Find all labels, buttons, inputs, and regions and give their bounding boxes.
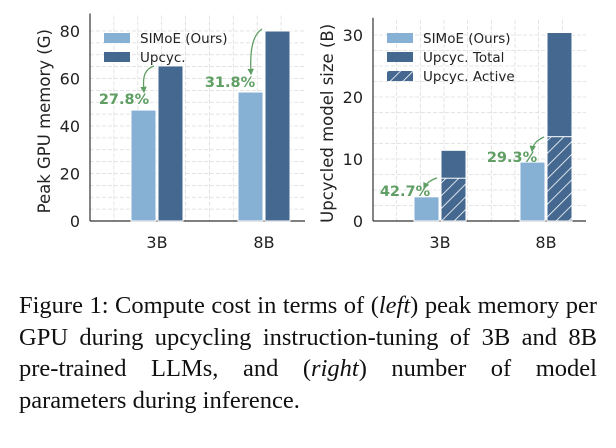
y-tick-label: 80 bbox=[60, 22, 80, 41]
chart-peak-memory: 0 20 40 60 80 Peak GPU memory (G) 3B 27.8% 8B 31.… bbox=[35, 13, 305, 252]
x-tick-label: 3B bbox=[146, 233, 167, 252]
legend-swatch bbox=[387, 71, 413, 81]
bar-upcyc-active bbox=[440, 177, 467, 222]
caption-text: ) number of model parameters during infe… bbox=[19, 355, 597, 414]
legend-label: Upcyc. Active bbox=[423, 69, 515, 85]
legend-swatch bbox=[387, 33, 413, 43]
reduction-arrow bbox=[247, 28, 263, 76]
reduction-arrow bbox=[529, 136, 545, 153]
chart-model-size: 0 10 20 30 Upcycled model size (B) 3B 42.7% 8B 2… bbox=[318, 17, 586, 252]
caption-left: left bbox=[378, 292, 411, 319]
y-tick-label: 0 bbox=[353, 212, 363, 231]
y-tick-label: 20 bbox=[60, 165, 80, 184]
reduction-arrow bbox=[423, 177, 438, 190]
legend-label: Upcyc. bbox=[140, 50, 186, 66]
bar-upcyc-active bbox=[546, 136, 573, 222]
legend-swatch bbox=[387, 52, 413, 62]
caption-right: right bbox=[311, 355, 359, 382]
legend-label: Upcyc. Total bbox=[423, 50, 504, 66]
reduction-arrow bbox=[140, 65, 155, 94]
y-tick-label: 20 bbox=[343, 88, 363, 107]
bar-upcyc-total bbox=[157, 65, 184, 222]
y-tick-label: 30 bbox=[343, 26, 363, 45]
bar-simoe bbox=[519, 161, 546, 222]
legend-swatch bbox=[104, 33, 130, 43]
figure-charts: 0 20 40 60 80 Peak GPU memory (G) 3B 27.8% 8B 31.… bbox=[35, 13, 586, 252]
bar-upcyc-total bbox=[264, 30, 291, 222]
caption-text: Figure 1: Compute cost in terms of ( bbox=[19, 292, 379, 319]
figure-caption: Figure 1: Compute cost in terms of (left… bbox=[19, 290, 597, 416]
reduction-annotation: 29.3% bbox=[487, 150, 538, 166]
bar-simoe bbox=[413, 196, 440, 222]
y-axis-label: Peak GPU memory (G) bbox=[35, 29, 54, 213]
legend-label: SIMoE (Ours) bbox=[140, 31, 228, 47]
caption-text: ) peak memory per GPU during upcycling i… bbox=[19, 292, 598, 382]
reduction-annotation: 42.7% bbox=[380, 184, 431, 200]
x-tick-label: 8B bbox=[253, 233, 274, 252]
y-tick-label: 40 bbox=[60, 117, 80, 136]
y-tick-label: 0 bbox=[70, 212, 80, 231]
x-tick-label: 8B bbox=[535, 233, 556, 252]
x-tick-label: 3B bbox=[429, 233, 450, 252]
bar-simoe bbox=[130, 109, 157, 222]
y-axis-label: Upcycled model size (B) bbox=[318, 24, 337, 223]
legend-label: SIMoE (Ours) bbox=[423, 31, 511, 47]
y-tick-label: 10 bbox=[343, 150, 363, 169]
reduction-annotation: 27.8% bbox=[99, 92, 150, 108]
y-tick-label: 60 bbox=[60, 70, 80, 89]
reduction-annotation: 31.8% bbox=[205, 75, 256, 91]
bar-simoe bbox=[237, 91, 264, 222]
legend-swatch bbox=[104, 52, 130, 62]
